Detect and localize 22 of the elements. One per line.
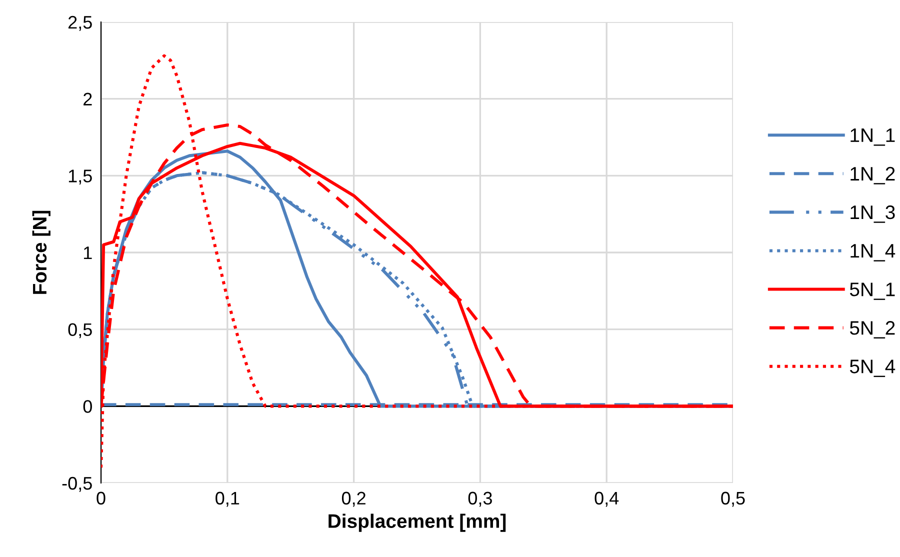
x-tick-label: 0,4 (594, 492, 619, 507)
x-tick-label: 0,5 (721, 492, 745, 507)
x-tick-label: 0 (96, 492, 106, 505)
y-tick-label: 2 (84, 92, 92, 106)
y-tick-label: 2,5 (68, 16, 92, 31)
y-tick-label: 1 (84, 246, 92, 260)
x-tick-label: 0,3 (468, 492, 492, 507)
y-axis-title: Force [N] (32, 210, 50, 294)
y-tick-label: 1,5 (68, 170, 92, 185)
y-tick-label: 0 (83, 400, 92, 413)
legend-label: 1N_3 (850, 205, 895, 223)
legend-label: 5N_1 (850, 282, 895, 300)
legend-label: 5N_4 (850, 360, 896, 378)
x-axis-title: Displacement [mm] (328, 514, 506, 532)
y-tick-label: -0,5 (62, 476, 92, 492)
x-tick-label: 0,2 (342, 492, 366, 507)
legend-label: 1N_1 (850, 128, 895, 146)
y-tick-label: 0,5 (68, 323, 92, 338)
legend-label: 5N_2 (850, 321, 895, 338)
x-tick-label: 0,1 (216, 492, 240, 507)
legend-label: 1N_2 (850, 166, 895, 184)
legend-label: 1N_4 (850, 244, 896, 262)
